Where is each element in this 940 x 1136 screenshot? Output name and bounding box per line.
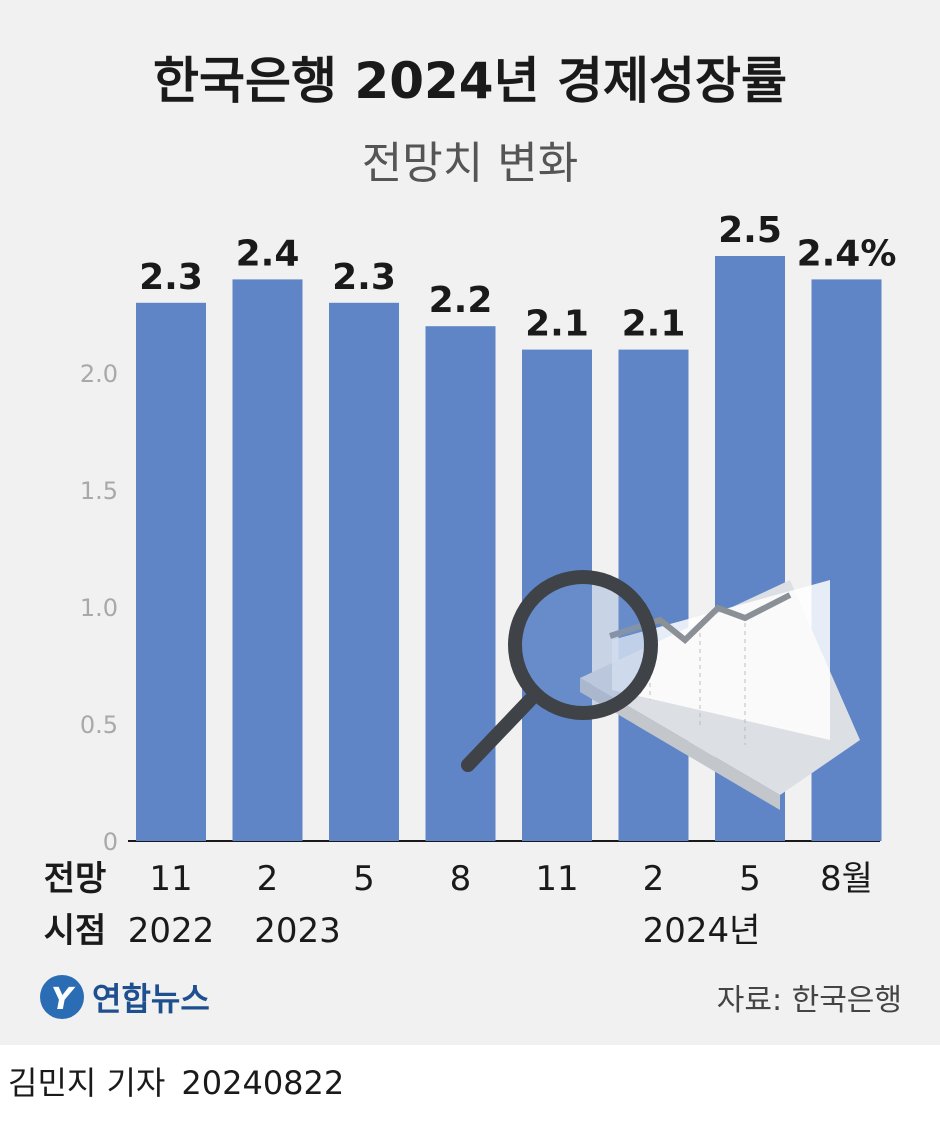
bar-3	[425, 326, 496, 841]
value-label-5: 2.1	[622, 304, 686, 345]
bar-0	[136, 302, 206, 841]
y-tick-3: 1.5	[80, 477, 118, 505]
year-label-2: 2024년	[643, 911, 761, 951]
x-tick-3: 8	[450, 859, 472, 899]
x-header-line2: 시점	[44, 911, 107, 951]
date: 20240822	[181, 1064, 345, 1102]
bars: 2.3 2.4 2.3 2.2 2.1 2.1 2.5 2.4%	[136, 210, 896, 841]
chart-subtitle: 전망치 변화	[362, 138, 578, 189]
x-tick-2: 5	[353, 859, 375, 899]
x-tick-1: 2	[257, 859, 279, 899]
year-label-0: 2022	[128, 911, 215, 951]
x-tick-5: 2	[643, 859, 665, 899]
brand-name: 연합뉴스	[92, 980, 210, 1018]
x-tick-6: 5	[739, 859, 761, 899]
value-label-2: 2.3	[332, 257, 396, 298]
y-tick-0: 0	[103, 828, 118, 856]
bar-2	[329, 302, 399, 841]
value-label-1: 2.4	[236, 233, 300, 274]
value-label-6: 2.5	[718, 210, 782, 251]
chart-illustration-icon	[461, 570, 860, 810]
value-label-3: 2.2	[429, 280, 493, 321]
x-tick-7: 8월	[820, 859, 873, 899]
source-label: 자료: 한국은행	[717, 983, 902, 1018]
bar-chart: 한국은행 2024년 경제성장률 전망치 변화 0 0.5 1.0 1.5 2.0 2.…	[40, 52, 902, 1019]
chart-title: 한국은행 2024년 경제성장률	[153, 52, 787, 110]
byline: 김민지 기자 20240822	[8, 1058, 344, 1104]
x-tick-0: 11	[149, 859, 192, 899]
value-label-7: 2.4%	[797, 233, 897, 274]
y-tick-4: 2.0	[80, 360, 118, 388]
value-label-0: 2.3	[139, 257, 203, 298]
value-label-4: 2.1	[525, 304, 589, 345]
x-header-line1: 전망	[44, 859, 107, 899]
yonhap-logo: Y 연합뉴스	[40, 975, 210, 1019]
logo-letter: Y	[51, 982, 76, 1017]
bar-1	[232, 279, 303, 841]
year-label-1: 2023	[254, 911, 341, 951]
y-tick-2: 1.0	[80, 594, 118, 622]
x-axis: 11 2 5 8 11 2 5 8월 2022 2023 2024년	[128, 859, 873, 951]
x-tick-4: 11	[535, 859, 578, 899]
y-tick-1: 0.5	[80, 711, 118, 739]
author: 김민지 기자	[8, 1064, 166, 1102]
